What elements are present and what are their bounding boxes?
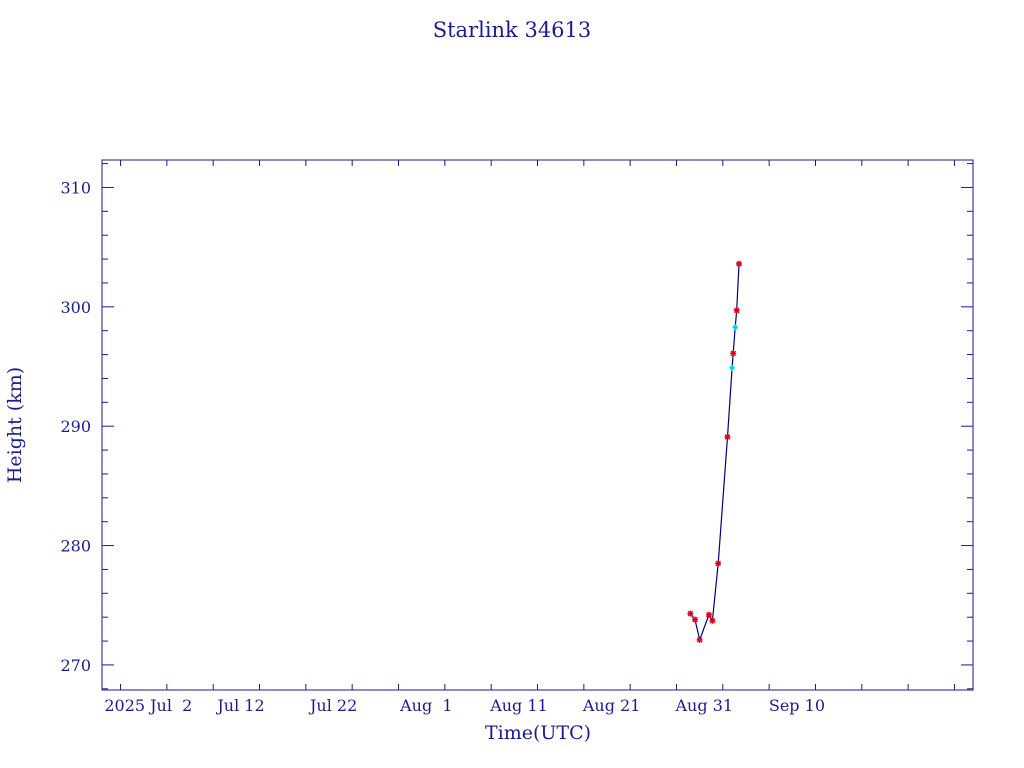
y-tick-label: 290 xyxy=(60,417,91,436)
chart-title: Starlink 34613 xyxy=(433,18,592,42)
data-point-asterisk xyxy=(696,636,703,643)
data-point-asterisk xyxy=(692,616,699,623)
x-tick-label: Aug 11 xyxy=(489,696,548,715)
data-point-asterisk xyxy=(724,433,731,440)
x-tick-label: Sep 10 xyxy=(769,696,825,715)
asterisk-stroke xyxy=(706,612,712,618)
data-point-diamond xyxy=(732,323,739,331)
series-line xyxy=(689,263,740,642)
x-axis-label: Time(UTC) xyxy=(485,722,591,744)
x-tick-label: Jul 22 xyxy=(308,696,357,715)
data-point-asterisk xyxy=(687,610,694,617)
x-tick-label: Aug 31 xyxy=(675,696,734,715)
plot-frame xyxy=(101,159,974,691)
data-point-asterisk xyxy=(730,350,737,357)
asterisk-stroke xyxy=(687,610,694,617)
y-tick-label: 280 xyxy=(60,537,91,556)
asterisk-stroke xyxy=(709,617,716,624)
data-point-asterisk xyxy=(715,560,722,567)
data-point-diamond xyxy=(729,364,736,372)
y-axis-tick-labels: 270 280 290 300 310 xyxy=(60,178,91,674)
x-tick-label: Jul 12 xyxy=(215,696,264,715)
asterisk-stroke xyxy=(724,434,731,440)
asterisk-stroke xyxy=(736,261,742,267)
data-point-asterisk xyxy=(736,260,743,267)
y-tick-label: 300 xyxy=(60,298,91,317)
x-axis-ticks xyxy=(120,160,955,690)
asterisk-stroke xyxy=(696,637,703,643)
data-point-asterisk xyxy=(733,307,740,314)
asterisk-stroke xyxy=(730,350,737,357)
x-tick-label: Aug 21 xyxy=(582,696,641,715)
x-tick-label: Aug 1 xyxy=(399,696,452,715)
y-tick-label: 310 xyxy=(60,178,91,197)
y-axis-ticks xyxy=(102,163,973,690)
data-point-asterisk xyxy=(709,617,716,624)
x-axis-tick-labels: 2025 Jul 2 Jul 12 Jul 22 Aug 1 Aug 11 Aug 21 A… xyxy=(104,696,825,715)
y-axis-label: Height (km) xyxy=(4,367,26,483)
y-tick-label: 270 xyxy=(60,656,91,675)
data-points xyxy=(687,260,743,643)
x-tick-label: 2025 Jul 2 xyxy=(104,696,192,715)
asterisk-stroke xyxy=(715,560,721,567)
data-point-asterisk xyxy=(705,611,712,618)
asterisk-stroke xyxy=(733,307,740,314)
asterisk-stroke xyxy=(692,616,698,623)
